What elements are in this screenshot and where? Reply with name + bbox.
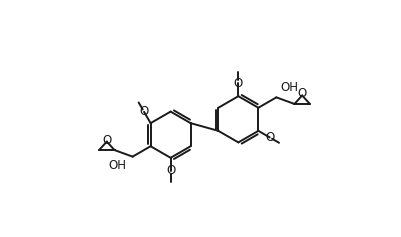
Text: O: O [166, 164, 175, 177]
Text: O: O [102, 134, 111, 146]
Text: OH: OH [108, 159, 126, 172]
Text: O: O [139, 105, 148, 118]
Text: O: O [297, 87, 306, 100]
Text: O: O [264, 131, 273, 144]
Text: OH: OH [279, 81, 298, 94]
Text: O: O [233, 77, 242, 90]
